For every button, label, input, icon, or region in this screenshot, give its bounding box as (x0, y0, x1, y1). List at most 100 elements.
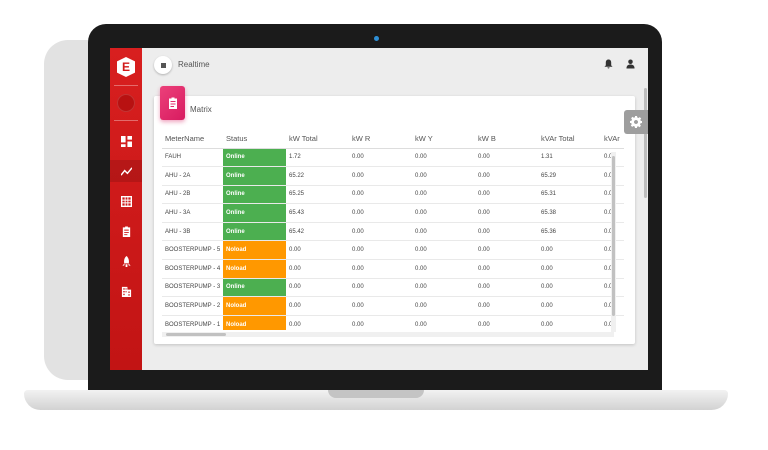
clipboard-icon (168, 97, 177, 109)
value-cell: 0.00 (538, 315, 601, 330)
table-body: FAUH Online 1.72 0.00 0.00 0.00 1.31 0.00 AHU - … (162, 148, 624, 330)
value-cell: 1.31 (538, 148, 601, 168)
clipboard-icon (122, 225, 130, 237)
value-cell: 0.00 (538, 278, 601, 298)
value-cell: 0.00 (475, 203, 538, 223)
table-row[interactable]: BOOSTERPUMP - 4 Noload 0.00 0.00 0.00 0.00 0.0… (162, 259, 624, 279)
value-cell: 0.00 (349, 222, 412, 242)
column-header[interactable]: kW Y (412, 130, 475, 149)
table-row[interactable]: FAUH Online 1.72 0.00 0.00 0.00 1.31 0.00 (162, 148, 624, 168)
status-badge: Noload (223, 296, 286, 316)
sidebar-item-trend[interactable] (110, 160, 142, 182)
avatar[interactable] (117, 94, 135, 112)
sidebar-item-reports[interactable] (110, 220, 142, 242)
building-icon (121, 286, 131, 297)
value-cell: 0.00 (349, 240, 412, 261)
vertical-scrollbar[interactable] (611, 152, 616, 332)
value-cell: 0.00 (475, 315, 538, 330)
table-row[interactable]: AHU - 2B Online 65.25 0.00 0.00 0.00 65.31 0.00 (162, 185, 624, 205)
horizontal-scrollbar[interactable] (162, 332, 614, 337)
matrix-card: Matrix MeterName Status kW Total kW R kW… (154, 86, 635, 344)
value-cell: 65.22 (286, 166, 349, 186)
value-cell: 0.00 (475, 185, 538, 205)
top-bar: Realtime (142, 48, 648, 84)
value-cell: 0.00 (286, 278, 349, 298)
table-row[interactable]: AHU - 3A Online 65.43 0.00 0.00 0.00 65.38 0.00 (162, 203, 624, 223)
value-cell: 0.00 (538, 296, 601, 316)
page-title: Realtime (178, 60, 210, 69)
value-cell: 0.00 (349, 148, 412, 168)
table-row[interactable]: AHU - 3B Online 65.42 0.00 0.00 0.00 65.36 0.00 (162, 222, 624, 242)
status-badge: Noload (223, 240, 286, 261)
status-badge: Online (223, 148, 286, 168)
table-row[interactable]: AHU - 2A Online 65.22 0.00 0.00 0.00 65.29 0.00 (162, 166, 624, 186)
sidebar-item-grid[interactable] (110, 190, 142, 212)
value-cell: 0.00 (538, 259, 601, 279)
value-cell: 0.00 (475, 222, 538, 242)
status-badge: Noload (223, 315, 286, 330)
value-cell: 65.25 (286, 185, 349, 205)
column-header[interactable]: kW Total (286, 130, 349, 149)
table-row[interactable]: BOOSTERPUMP - 5 Noload 0.00 0.00 0.00 0.00 0.0… (162, 240, 624, 261)
matrix-table-container[interactable]: MeterName Status kW Total kW R kW Y kW B… (162, 130, 624, 330)
settings-button[interactable] (624, 110, 648, 134)
grid-icon (120, 195, 132, 207)
meter-name-cell: FAUH (162, 148, 223, 168)
sidebar-divider (114, 120, 138, 121)
sidebar-item-launch[interactable] (110, 250, 142, 272)
value-cell: 0.00 (349, 296, 412, 316)
laptop-shadow (44, 40, 90, 380)
value-cell: 0.00 (412, 203, 475, 223)
value-cell: 0.00 (412, 259, 475, 279)
rocket-icon (121, 255, 131, 267)
logo[interactable]: E (117, 57, 135, 77)
menu-toggle-button[interactable] (154, 56, 172, 74)
value-cell: 65.29 (538, 166, 601, 186)
table-row[interactable]: BOOSTERPUMP - 1 Noload 0.00 0.00 0.00 0.00 0.0… (162, 315, 624, 330)
vertical-scrollbar-thumb[interactable] (612, 156, 615, 316)
sidebar-item-dashboard[interactable] (110, 130, 142, 152)
bell-icon[interactable] (604, 59, 613, 69)
table-row[interactable]: BOOSTERPUMP - 2 Noload 0.00 0.00 0.00 0.00 0.0… (162, 296, 624, 316)
column-header[interactable]: MeterName (162, 130, 223, 149)
value-cell: 0.00 (475, 166, 538, 186)
table-header-row: MeterName Status kW Total kW R kW Y kW B… (162, 130, 624, 149)
status-badge: Online (223, 185, 286, 205)
value-cell: 0.00 (412, 296, 475, 316)
gear-icon (630, 116, 642, 128)
meter-name-cell: AHU - 2B (162, 185, 223, 205)
value-cell: 65.31 (538, 185, 601, 205)
meter-name-cell: BOOSTERPUMP - 1 (162, 315, 223, 330)
value-cell: 65.43 (286, 203, 349, 223)
status-badge: Online (223, 166, 286, 186)
value-cell: 0.00 (412, 222, 475, 242)
value-cell: 0.00 (412, 148, 475, 168)
user-icon[interactable] (626, 59, 635, 69)
column-header[interactable]: Status (223, 130, 286, 149)
value-cell: 0.00 (538, 240, 601, 261)
value-cell: 0.00 (286, 240, 349, 261)
value-cell: 0.00 (475, 296, 538, 316)
status-badge: Noload (223, 259, 286, 279)
value-cell: 0.00 (349, 278, 412, 298)
sidebar-item-buildings[interactable] (110, 280, 142, 302)
meter-name-cell: BOOSTERPUMP - 3 (162, 278, 223, 298)
value-cell: 0.00 (475, 278, 538, 298)
horizontal-scrollbar-thumb[interactable] (166, 333, 226, 336)
column-header[interactable]: kVAr (601, 130, 624, 149)
table-row[interactable]: BOOSTERPUMP - 3 Online 0.00 0.00 0.00 0.00 0.0… (162, 278, 624, 298)
meter-name-cell: AHU - 2A (162, 166, 223, 186)
page-scrollbar[interactable] (644, 88, 647, 198)
status-badge: Online (223, 203, 286, 223)
value-cell: 0.00 (412, 166, 475, 186)
value-cell: 0.00 (475, 148, 538, 168)
column-header[interactable]: kVAr Total (538, 130, 601, 149)
status-badge: Online (223, 222, 286, 242)
dashboard-icon (120, 135, 132, 147)
meter-name-cell: BOOSTERPUMP - 4 (162, 259, 223, 279)
column-header[interactable]: kW R (349, 130, 412, 149)
value-cell: 0.00 (412, 278, 475, 298)
value-cell: 0.00 (475, 240, 538, 261)
column-header[interactable]: kW B (475, 130, 538, 149)
sidebar: E (110, 48, 142, 370)
